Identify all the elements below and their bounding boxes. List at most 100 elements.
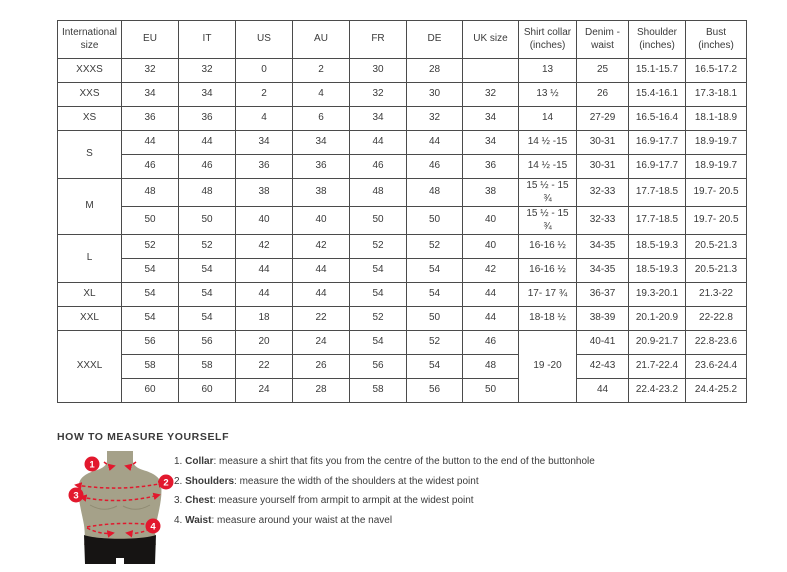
table-cell: 21.7-22.4 <box>628 354 686 379</box>
table-cell: 52 <box>406 234 463 259</box>
table-cell: 34 <box>349 106 407 131</box>
table-cell: 18-18 ½ <box>518 306 577 331</box>
table-cell: 30 <box>406 82 463 107</box>
table-row: 50 50 40 40 50 50 40 15 ½ - 15 ¾ 32-33 17.7-18.5 1… <box>58 206 747 235</box>
step-text: : measure the width of the shoulders at … <box>234 475 479 487</box>
table-cell: 14 <box>518 106 577 131</box>
table-row: S 44 44 34 34 44 44 34 14 ½ -15 30-31 16.9-17.7 18.… <box>57 130 747 179</box>
table-cell: 52 <box>178 234 236 259</box>
table-cell: 52 <box>349 234 407 259</box>
table-cell: 46 <box>406 154 463 179</box>
table-cell: 40 <box>235 206 293 235</box>
table-cell: 13 ½ <box>518 82 577 107</box>
table-cell: 38 <box>235 178 293 207</box>
table-row: XXXL 56 56 20 24 54 52 46 19 -20 40-41 20.9-21.7 22… <box>57 330 747 403</box>
table-header-row: International size EU IT US AU FR DE UK size Shi… <box>57 20 747 59</box>
waist-measure-line <box>86 527 115 538</box>
svg-text:1: 1 <box>89 459 95 470</box>
column-header: EU <box>121 20 179 59</box>
table-cell: 44 <box>235 258 293 283</box>
mannequin-illustration: 1 2 3 4 <box>60 451 180 572</box>
table-cell <box>462 58 519 83</box>
table-cell: 14 ½ -15 <box>518 154 577 179</box>
table-cell: 19.3-20.1 <box>628 282 686 307</box>
table-row: 60 60 24 28 58 56 50 44 22.4-23.2 24.4-25.2 <box>58 378 747 403</box>
table-cell: 27-29 <box>576 106 629 131</box>
table-cell: 52 <box>121 234 179 259</box>
table-cell: 15.1-15.7 <box>628 58 686 83</box>
column-header: IT <box>178 20 236 59</box>
table-cell: 17.3-18.1 <box>685 82 747 107</box>
table-row: XS 36 36 4 6 34 32 34 14 27-29 16.5-16.4 18.1-18.9 <box>57 106 747 131</box>
table-cell: XL <box>57 282 122 307</box>
step-text: : measure a shirt that fits you from the… <box>213 456 595 467</box>
table-cell: 32 <box>406 106 463 131</box>
column-header: International size <box>57 20 122 59</box>
table-cell: 44 <box>349 130 407 155</box>
table-cell: 44 <box>462 306 519 331</box>
column-header: DE <box>406 20 463 59</box>
table-cell: 15 ½ - 15 ¾ <box>518 206 577 235</box>
table-cell: 38-39 <box>576 306 629 331</box>
table-cell: 34 <box>121 82 179 107</box>
table-cell: 56 <box>349 354 407 379</box>
table-cell: 24 <box>292 330 350 355</box>
table-cell: 40 <box>462 206 519 235</box>
table-row: XL 54 54 44 44 54 54 44 17- 17 ¾ 36-37 19.3-20.1 21… <box>57 282 747 307</box>
collar-measure-line <box>103 461 116 471</box>
table-cell: 14 ½ -15 <box>518 130 577 155</box>
badge-4: 4 <box>145 518 161 534</box>
table-cell: 36-37 <box>576 282 629 307</box>
table-cell: 4 <box>292 82 350 107</box>
table-cell: 44 <box>178 130 236 155</box>
table-cell: 34 <box>462 106 519 131</box>
table-cell: 19.7- 20.5 <box>685 178 747 207</box>
table-cell: 21.3-22 <box>685 282 747 307</box>
step-number: 3. <box>174 495 186 506</box>
table-cell: 18 <box>235 306 293 331</box>
step-number: 2. <box>174 475 186 487</box>
table-cell: 34-35 <box>576 234 629 259</box>
table-cell: 38 <box>462 178 519 207</box>
chest-contour <box>122 504 151 510</box>
table-cell: 18.1-18.9 <box>685 106 747 131</box>
table-cell: 22.4-23.2 <box>628 378 686 403</box>
step-number: 4. <box>174 514 186 526</box>
step-term: Collar <box>185 456 214 467</box>
table-cell: XXXL <box>57 330 122 403</box>
table-cell: S <box>57 130 122 179</box>
table-cell: 17- 17 ¾ <box>518 282 577 307</box>
mannequin-torso-icon: 1 2 3 4 <box>68 451 174 564</box>
table-cell: XS <box>57 106 122 131</box>
table-row: XXL 54 54 18 22 52 50 44 18-18 ½ 38-39 20.1-20.9 22… <box>57 306 747 331</box>
table-cell: 48 <box>121 178 179 207</box>
table-cell: 50 <box>349 206 407 235</box>
table-cell: 52 <box>406 330 463 355</box>
measure-step: 4. Waist: measure around your waist at t… <box>174 511 595 531</box>
table-cell: 34-35 <box>576 258 629 283</box>
table-cell: 24 <box>235 378 293 403</box>
table-cell: 32 <box>121 58 179 83</box>
table-cell: 0 <box>235 58 293 83</box>
measure-steps-list: 1. Collar: measure a shirt that fits you… <box>174 452 595 530</box>
table-cell: 16.9-17.7 <box>628 154 686 179</box>
table-cell: 28 <box>406 58 463 83</box>
table-cell: 24.4-25.2 <box>685 378 747 403</box>
table-cell: 36 <box>235 154 293 179</box>
step-text: : measure around your waist at the navel <box>211 514 393 526</box>
measure-step: 3. Chest: measure yourself from armpit t… <box>174 491 595 511</box>
table-cell: 4 <box>235 106 293 131</box>
table-cell: 30-31 <box>576 130 629 155</box>
table-cell: 58 <box>121 354 179 379</box>
table-cell: 16.5-17.2 <box>685 58 747 83</box>
table-cell: 44 <box>576 378 629 403</box>
table-cell: 54 <box>349 282 407 307</box>
table-cell: 34 <box>462 130 519 155</box>
table-cell: 36 <box>292 154 350 179</box>
table-cell: 25 <box>576 58 629 83</box>
table-cell: 2 <box>235 82 293 107</box>
table-cell: 54 <box>406 282 463 307</box>
table-cell: 36 <box>121 106 179 131</box>
table-cell: M <box>57 178 122 235</box>
